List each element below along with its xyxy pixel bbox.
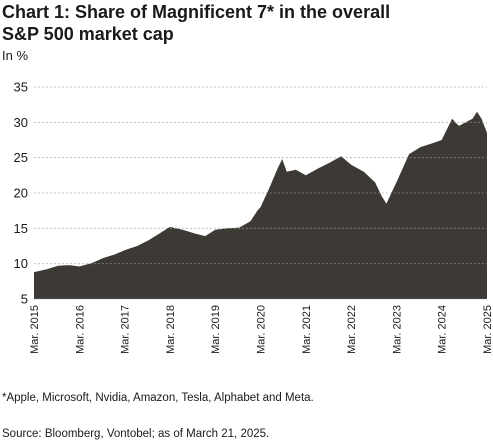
x-tick-label: Mar. 2022 <box>346 305 358 354</box>
series-area <box>34 111 487 299</box>
y-tick-label: 15 <box>14 221 28 236</box>
chart-title: Chart 1: Share of Magnificent 7* in the … <box>2 1 482 45</box>
x-tick-label: Mar. 2019 <box>210 305 222 354</box>
x-tick-label: Mar. 2018 <box>165 305 177 354</box>
y-tick-label: 35 <box>14 80 28 95</box>
y-tick-label: 5 <box>21 292 28 307</box>
x-tick-label: Mar. 2015 <box>29 305 41 354</box>
x-tick-label: Mar. 2020 <box>256 305 268 354</box>
area-chart: 5 10 15 20 25 30 35 Mar. 2015 Mar. 2016 Mar. 2017… <box>14 80 493 354</box>
y-tick-label: 25 <box>14 150 28 165</box>
x-tick-label: Mar. 2025 <box>482 305 493 354</box>
chart-title-line-1: Chart 1: Share of Magnificent 7* in the … <box>2 2 391 22</box>
x-tick-label: Mar. 2024 <box>437 305 449 354</box>
source-note: Source: Bloomberg, Vontobel; as of March… <box>2 428 270 440</box>
x-tick-label: Mar. 2021 <box>301 305 313 354</box>
y-tick-label: 30 <box>14 115 28 130</box>
x-tick-label: Mar. 2016 <box>74 305 86 354</box>
chart-title-line-2: S&P 500 market cap <box>2 24 174 44</box>
x-tick-label: Mar. 2023 <box>391 305 403 354</box>
footnote: *Apple, Microsoft, Nvidia, Amazon, Tesla… <box>2 392 314 404</box>
x-tick-label: Mar. 2017 <box>120 305 132 354</box>
y-tick-label: 20 <box>14 186 28 201</box>
y-tick-label: 10 <box>14 256 28 271</box>
y-axis-unit-label: In % <box>2 48 29 63</box>
